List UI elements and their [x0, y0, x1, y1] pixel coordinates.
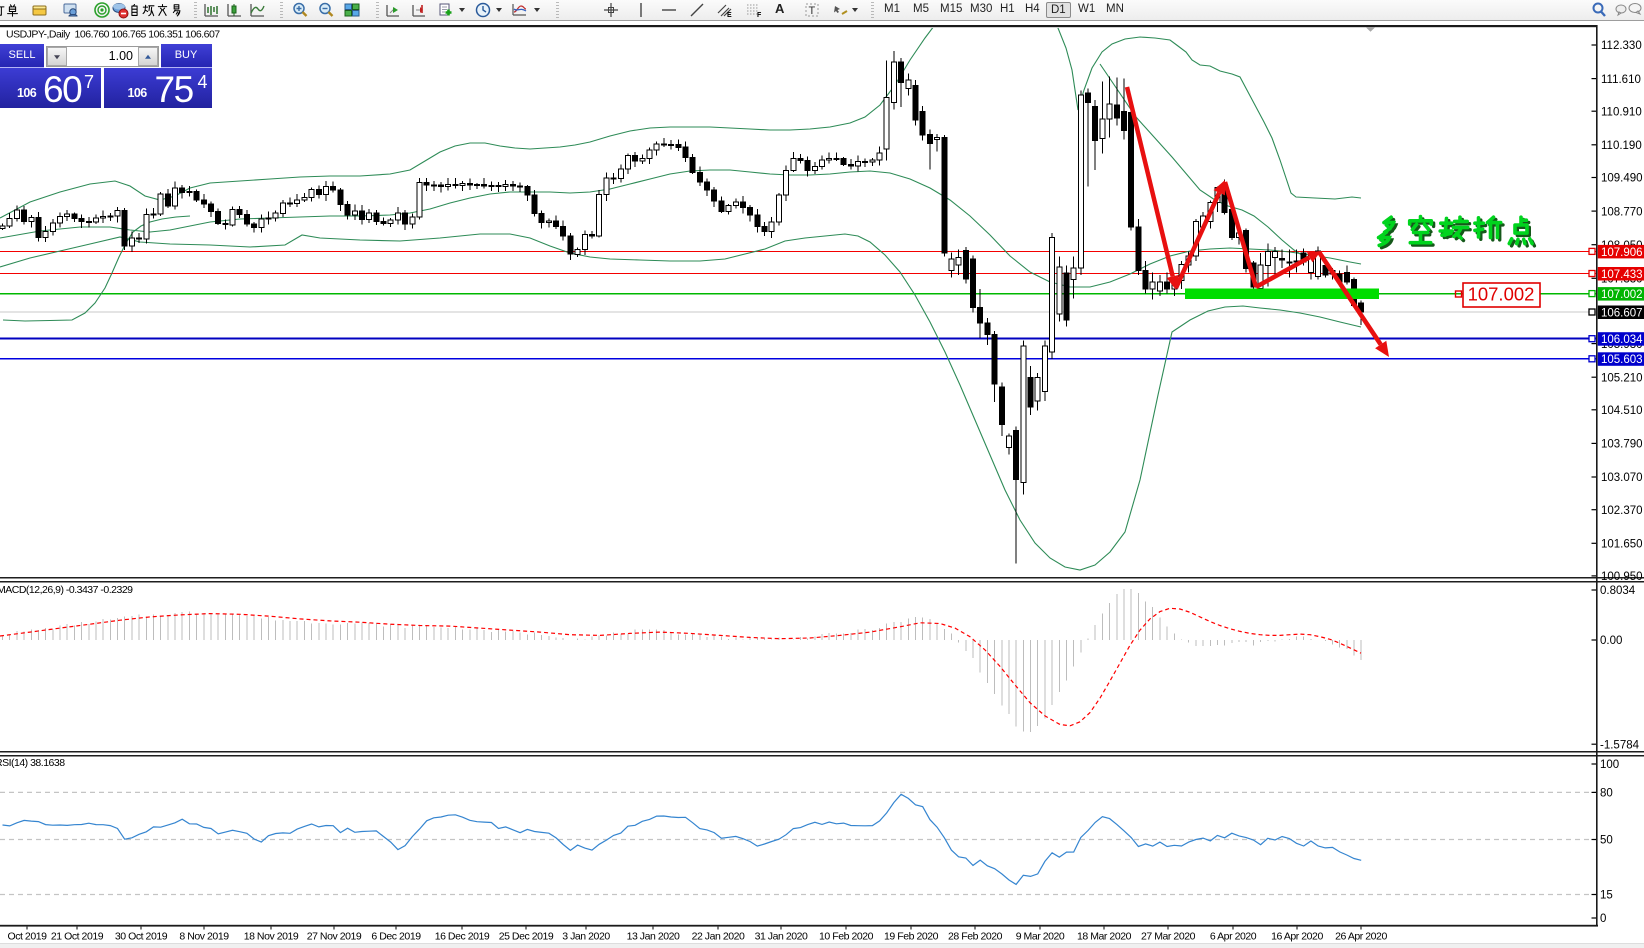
svg-text:110.190: 110.190: [1601, 140, 1642, 152]
svg-text:50: 50: [1600, 835, 1613, 847]
svg-text:107.433: 107.433: [1601, 269, 1643, 281]
svg-text:30 Oct 2019: 30 Oct 2019: [115, 931, 168, 943]
svg-text:RSI(14) 38.1638: RSI(14) 38.1638: [0, 757, 65, 769]
svg-text:31 Jan 2020: 31 Jan 2020: [755, 931, 808, 943]
svg-text:18 Mar 2020: 18 Mar 2020: [1077, 931, 1132, 943]
svg-text:15: 15: [1600, 890, 1613, 902]
svg-text:0: 0: [1600, 913, 1606, 925]
svg-text:25 Dec 2019: 25 Dec 2019: [499, 931, 554, 943]
svg-text:10 Feb 2020: 10 Feb 2020: [819, 931, 874, 943]
svg-text:28 Feb 2020: 28 Feb 2020: [948, 931, 1003, 943]
svg-text:102.370: 102.370: [1601, 505, 1643, 517]
svg-text:E: E: [727, 12, 732, 19]
svg-text:105.603: 105.603: [1601, 354, 1643, 366]
svg-text:107.002: 107.002: [1468, 284, 1535, 305]
svg-text:21 Oct 2019: 21 Oct 2019: [51, 931, 104, 943]
svg-text:T: T: [809, 5, 816, 17]
svg-text:107.906: 107.906: [1601, 247, 1643, 259]
svg-text:0.8034: 0.8034: [1600, 585, 1636, 597]
svg-text:22 Jan 2020: 22 Jan 2020: [692, 931, 745, 943]
svg-text:13 Jan 2020: 13 Jan 2020: [627, 931, 680, 943]
svg-text:18 Nov 2019: 18 Nov 2019: [244, 931, 299, 943]
svg-text:105.210: 105.210: [1601, 372, 1643, 384]
svg-text:103.070: 103.070: [1601, 472, 1643, 484]
svg-text:107.002: 107.002: [1601, 289, 1643, 301]
svg-text:27 Mar 2020: 27 Mar 2020: [1141, 931, 1196, 943]
svg-text:101.650: 101.650: [1601, 539, 1643, 551]
svg-text:27 Nov 2019: 27 Nov 2019: [307, 931, 362, 943]
svg-text:111.610: 111.610: [1601, 74, 1641, 86]
svg-text:MACD(12,26,9) -0.3437 -0.2329: MACD(12,26,9) -0.3437 -0.2329: [0, 584, 133, 596]
svg-text:-1.5784: -1.5784: [1600, 739, 1640, 751]
svg-text:F: F: [757, 12, 762, 19]
svg-text:26 Apr 2020: 26 Apr 2020: [1335, 931, 1387, 943]
svg-text:103.790: 103.790: [1601, 439, 1643, 451]
svg-text:0.00: 0.00: [1600, 635, 1622, 647]
svg-text:106.607: 106.607: [1601, 307, 1643, 319]
svg-text:9 Mar 2020: 9 Mar 2020: [1016, 931, 1065, 943]
svg-text:110.910: 110.910: [1601, 106, 1642, 118]
svg-text:104.510: 104.510: [1601, 405, 1643, 417]
svg-text:16 Dec 2019: 16 Dec 2019: [435, 931, 490, 943]
svg-text:16 Apr 2020: 16 Apr 2020: [1271, 931, 1323, 943]
svg-text:6 Dec 2019: 6 Dec 2019: [371, 931, 421, 943]
svg-text:109.490: 109.490: [1601, 173, 1643, 185]
svg-text:100.950: 100.950: [1601, 571, 1643, 583]
svg-text:6 Apr 2020: 6 Apr 2020: [1210, 931, 1257, 943]
svg-text:USDJPY-,Daily 106.760 106.765: USDJPY-,Daily 106.760 106.765 106.351 10…: [6, 29, 220, 41]
svg-text:100: 100: [1600, 759, 1619, 771]
svg-text:112.330: 112.330: [1601, 40, 1642, 52]
svg-text:106.034: 106.034: [1601, 334, 1643, 346]
svg-text:3 Jan 2020: 3 Jan 2020: [562, 931, 610, 943]
svg-text:80: 80: [1600, 788, 1613, 800]
svg-text:108.770: 108.770: [1601, 206, 1643, 218]
svg-text:19 Feb 2020: 19 Feb 2020: [884, 931, 939, 943]
svg-text:8 Nov 2019: 8 Nov 2019: [179, 931, 229, 943]
svg-text:Oct 2019: Oct 2019: [7, 931, 47, 943]
